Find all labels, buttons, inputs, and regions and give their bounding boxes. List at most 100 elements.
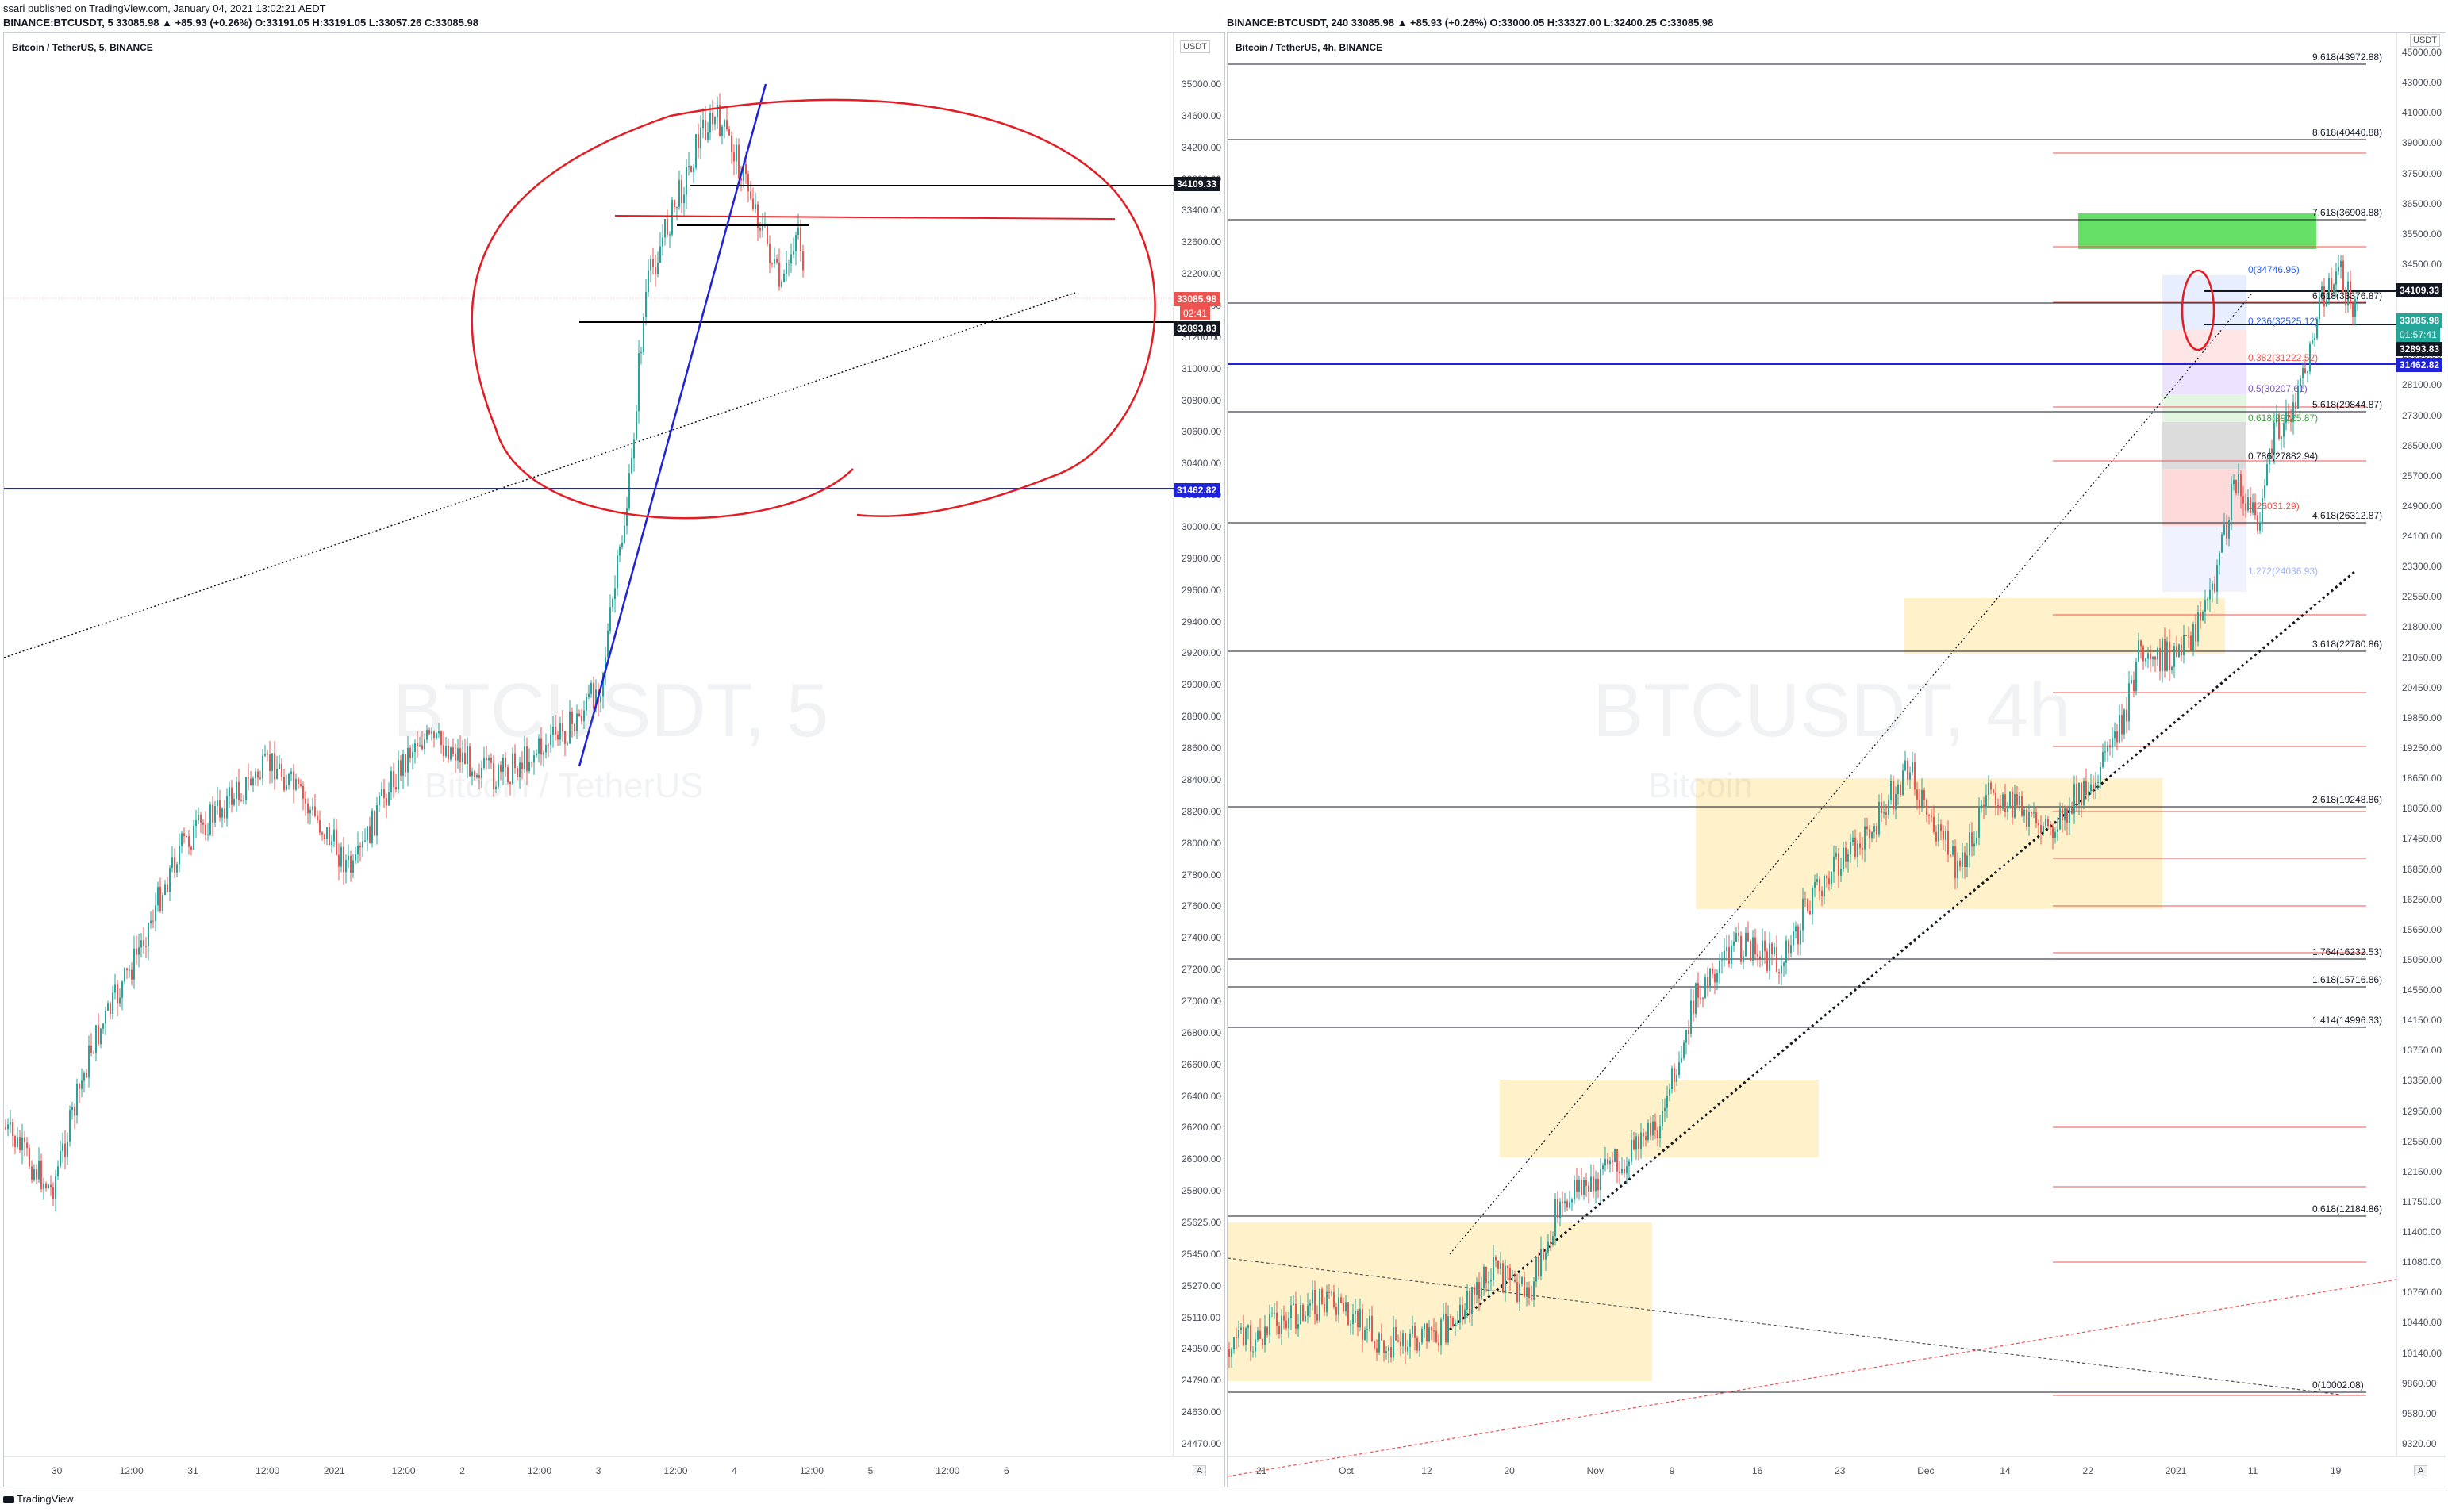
- candle-body: [312, 806, 313, 810]
- time-tick-label: 3: [595, 1465, 601, 1476]
- fib-retracement-band: [2162, 394, 2246, 422]
- candle-body: [433, 731, 435, 739]
- candle-body: [43, 1183, 44, 1190]
- candle-body: [1745, 932, 1747, 957]
- candle-body: [1619, 1171, 1620, 1173]
- candle-body: [112, 992, 113, 1014]
- time-tick-label: 12:00: [936, 1465, 960, 1476]
- candle-body: [1495, 1257, 1497, 1261]
- candle-body: [1466, 1291, 1468, 1310]
- right-chart-panel[interactable]: BTCUSDT, 4h Bitcoin Bitcoin / TetherUS, …: [1227, 32, 2446, 1487]
- candle-body: [1516, 1282, 1518, 1303]
- candle-body: [698, 134, 699, 148]
- target-zone: [2078, 213, 2316, 249]
- candle-body: [1455, 1322, 1456, 1327]
- candle-body: [105, 1011, 106, 1024]
- candle-body: [467, 746, 468, 765]
- candle-body: [1364, 1330, 1366, 1341]
- candle-body: [450, 747, 452, 760]
- candle-body: [2247, 497, 2249, 511]
- candle-body: [2002, 794, 2004, 809]
- candle-body: [257, 771, 259, 778]
- candle-body: [236, 781, 237, 800]
- candle-body: [121, 981, 123, 998]
- left-resistance-tag: 34109.33: [1174, 177, 1220, 191]
- price-tick-label: 22550.00: [2402, 591, 2442, 603]
- price-tick-label: 14150.00: [2402, 1015, 2442, 1027]
- time-tick-label: 12:00: [119, 1465, 144, 1476]
- candle-body: [605, 657, 606, 673]
- candle-body: [1943, 831, 1944, 840]
- candle-body: [797, 227, 799, 235]
- candle-body: [2150, 653, 2151, 660]
- candle-body: [678, 179, 680, 207]
- candle-body: [1245, 1327, 1247, 1345]
- candle-body: [2090, 784, 2092, 792]
- candle-body: [276, 769, 278, 780]
- fib-retracement-label: 0.786(27882.94): [2248, 451, 2319, 462]
- price-tick-label: 25110.00: [1182, 1311, 1221, 1323]
- price-tick-label: 27400.00: [1182, 932, 1222, 944]
- price-tick-label: 29200.00: [1182, 647, 1222, 659]
- left-currency-button[interactable]: USDT: [1180, 40, 1210, 53]
- right-chart-canvas[interactable]: [1228, 33, 2446, 1487]
- candle-body: [540, 738, 542, 755]
- candle-body: [264, 754, 266, 756]
- candle-body: [1938, 824, 1939, 842]
- candle-body: [2221, 534, 2223, 553]
- candle-body: [774, 259, 775, 264]
- candle-body: [2152, 656, 2154, 660]
- candle-body: [1416, 1337, 1418, 1351]
- candle-body: [376, 805, 378, 836]
- candle-body: [474, 771, 475, 777]
- candle-body: [695, 134, 697, 168]
- candle-body: [1266, 1326, 1268, 1335]
- candle-body: [217, 800, 218, 807]
- left-chart-canvas[interactable]: [4, 33, 1225, 1487]
- candle-body: [1783, 962, 1785, 967]
- candle-body: [2123, 709, 2125, 735]
- red-dashed-trendline: [1228, 1279, 2397, 1477]
- candle-body: [1995, 792, 1996, 805]
- fib-extension-label: 3.618(22780.86): [2312, 639, 2383, 650]
- candle-body: [633, 439, 635, 459]
- price-tick-label: 27300.00: [2402, 409, 2442, 421]
- price-tick-label: 30600.00: [1182, 426, 1222, 438]
- candle-body: [617, 555, 618, 589]
- fib-retracement-label: 0.382(31222.52): [2248, 352, 2319, 363]
- candle-body: [2181, 644, 2182, 656]
- candle-body: [548, 744, 549, 746]
- consolidation-zone: [1696, 778, 2162, 909]
- price-tick-label: 21800.00: [2402, 621, 2442, 633]
- candle-body: [1574, 1180, 1575, 1200]
- price-tick-label: 27200.00: [1182, 964, 1222, 976]
- candle-body: [1278, 1326, 1280, 1334]
- candle-body: [2354, 299, 2356, 317]
- candle-body: [88, 1045, 90, 1078]
- candle-body: [2062, 808, 2063, 821]
- candle-body: [452, 747, 454, 754]
- candle-body: [1559, 1201, 1561, 1218]
- candle-body: [1888, 799, 1889, 815]
- tradingview-brand[interactable]: TradingView: [3, 1493, 74, 1505]
- time-tick-label: 12:00: [528, 1465, 552, 1476]
- fib-extension-label: 1.414(14996.33): [2312, 1015, 2383, 1026]
- left-auto-scale-button[interactable]: A: [1193, 1465, 1207, 1476]
- candle-body: [2066, 808, 2068, 823]
- candle-body: [1281, 1315, 1282, 1334]
- candle-body: [521, 762, 523, 769]
- fib-retracement-label: 1.272(24036.93): [2248, 566, 2319, 577]
- candle-body: [1431, 1327, 1432, 1331]
- right-auto-scale-button[interactable]: A: [2414, 1465, 2428, 1476]
- candle-body: [1545, 1252, 1547, 1260]
- candle-body: [2035, 812, 2037, 823]
- price-tick-label: 33400.00: [1182, 205, 1222, 217]
- candle-body: [419, 745, 421, 747]
- candle-body: [2316, 319, 2318, 339]
- candle-body: [1371, 1315, 1373, 1341]
- candle-body: [1285, 1320, 1287, 1329]
- right-currency-button[interactable]: USDT: [2410, 34, 2440, 47]
- left-chart-panel[interactable]: BTCUSDT, 5 Bitcoin / TetherUS Bitcoin / …: [3, 32, 1225, 1487]
- candle-body: [417, 743, 418, 747]
- candle-body: [1883, 812, 1885, 814]
